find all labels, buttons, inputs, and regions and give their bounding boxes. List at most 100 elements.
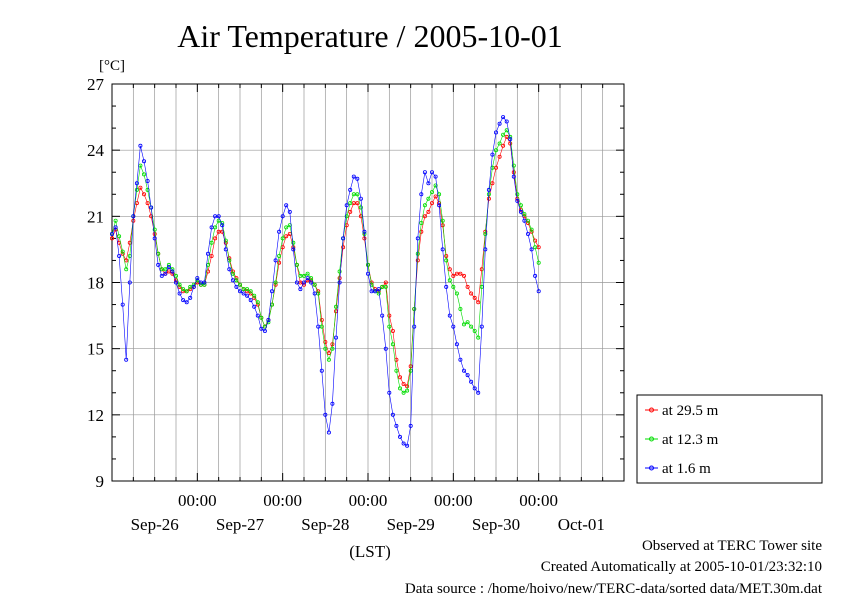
data-point [237, 282, 242, 287]
data-point [497, 154, 502, 159]
data-point [419, 220, 424, 225]
data-point [333, 304, 338, 309]
data-point [170, 269, 175, 274]
data-point [262, 328, 267, 333]
data-point [333, 335, 338, 340]
data-point [344, 214, 349, 219]
data-point [355, 176, 360, 181]
data-point [120, 302, 125, 307]
data-point [508, 137, 513, 142]
data-point [483, 247, 488, 252]
data-point [362, 229, 367, 234]
data-point [181, 287, 186, 292]
data-point [433, 194, 438, 199]
data-point [319, 368, 324, 373]
data-point [479, 267, 484, 272]
data-point [426, 209, 431, 214]
data-point [277, 229, 282, 234]
data-point [440, 247, 445, 252]
data-point [483, 231, 488, 236]
data-point [273, 258, 278, 263]
data-point [309, 280, 314, 285]
data-point [365, 262, 370, 267]
data-point [415, 251, 420, 256]
data-point [294, 280, 299, 285]
footer-source: Data source : /home/hoivo/new/TERC-data/… [405, 581, 823, 595]
data-point [461, 368, 466, 373]
data-point [518, 203, 523, 208]
series-group [110, 115, 541, 448]
footer-site: Observed at TERC Tower site [642, 538, 822, 554]
data-point [149, 205, 154, 210]
data-point [493, 130, 498, 135]
data-point [383, 284, 388, 289]
data-point [479, 324, 484, 329]
data-point [205, 269, 210, 274]
data-point [469, 291, 474, 296]
data-point [522, 218, 527, 223]
data-point [390, 342, 395, 347]
data-point [493, 148, 498, 153]
data-point [458, 271, 463, 276]
data-point [113, 218, 118, 223]
series-2 [110, 115, 541, 448]
data-point [277, 260, 282, 265]
data-point [401, 390, 406, 395]
legend-swatch-marker [649, 407, 654, 413]
data-point [326, 357, 331, 362]
data-point [323, 346, 328, 351]
data-point [419, 229, 424, 234]
data-point [447, 267, 452, 272]
data-point [330, 401, 335, 406]
data-point [422, 170, 427, 175]
data-point [376, 287, 381, 292]
data-point [451, 324, 456, 329]
series-line [111, 116, 539, 447]
data-point [533, 273, 538, 278]
data-point [518, 209, 523, 214]
data-point [227, 267, 232, 272]
data-point [312, 282, 317, 287]
data-point [191, 284, 196, 289]
data-point [319, 317, 324, 322]
data-point [387, 313, 392, 318]
data-point [298, 287, 303, 292]
data-point [405, 384, 410, 389]
data-point [181, 298, 186, 303]
data-point [461, 322, 466, 327]
data-point [454, 342, 459, 347]
data-point [515, 198, 520, 203]
data-point [245, 293, 250, 298]
data-point [316, 324, 321, 329]
legend-box [636, 394, 823, 484]
data-point [501, 143, 506, 148]
data-point [348, 187, 353, 192]
data-point [469, 379, 474, 384]
data-point [422, 203, 427, 208]
data-point [294, 262, 299, 267]
data-point [390, 328, 395, 333]
data-point [284, 203, 289, 208]
data-point [145, 178, 150, 183]
data-point [476, 335, 481, 340]
data-point [188, 284, 193, 289]
data-point [266, 317, 271, 322]
data-point [248, 298, 253, 303]
data-point [469, 324, 474, 329]
data-point [415, 236, 420, 241]
data-point [110, 236, 115, 241]
data-point [291, 247, 296, 252]
data-point [454, 291, 459, 296]
data-point [277, 253, 282, 258]
data-point [305, 271, 310, 276]
series-line [111, 129, 539, 394]
data-point [429, 201, 434, 206]
data-point [120, 249, 125, 254]
data-point [280, 214, 285, 219]
data-point [173, 280, 178, 285]
data-point [287, 223, 292, 228]
data-point [241, 291, 246, 296]
data-point [351, 174, 356, 179]
data-point [166, 265, 171, 270]
data-point [145, 201, 150, 206]
